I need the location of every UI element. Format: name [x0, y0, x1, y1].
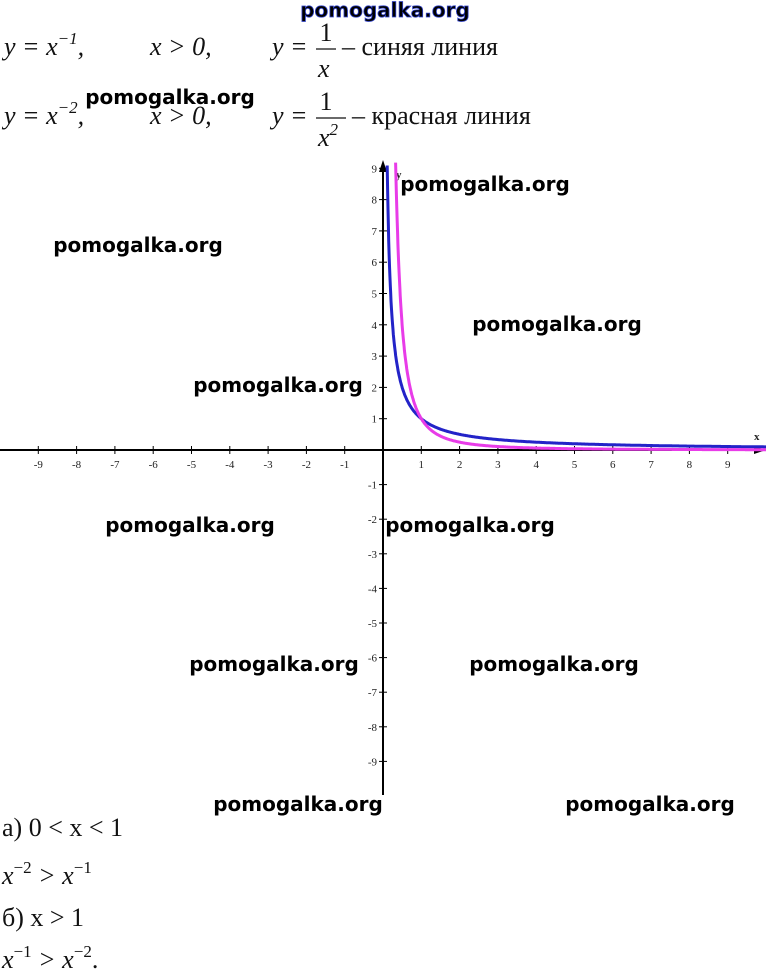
y-tick-label: 1	[372, 414, 378, 426]
text-part: а) 0 < x < 1	[2, 813, 123, 842]
watermark: pomogalka.org	[385, 513, 555, 537]
y-tick-label: -7	[368, 687, 378, 699]
superscript: −2	[14, 858, 32, 877]
y-tick-label: -9	[368, 756, 378, 768]
formula-condition: x > 0,	[149, 32, 212, 61]
x-tick-label: -2	[302, 459, 311, 471]
y-tick-label: -8	[368, 722, 378, 734]
y-tick-label: 8	[372, 195, 378, 207]
y-axis-label: y	[396, 169, 402, 181]
y-tick-label: -3	[368, 549, 378, 561]
x-tick-label: 9	[725, 459, 731, 471]
text-part: .	[92, 945, 99, 971]
formula-condition: x > 0,	[149, 101, 212, 130]
x-tick-label: 5	[572, 459, 578, 471]
text-part: x	[317, 123, 330, 152]
text-part: x	[317, 54, 330, 83]
answer-line: б) x > 1	[2, 903, 84, 932]
watermark: pomogalka.org	[469, 652, 639, 676]
text-part: y = x	[1, 101, 58, 130]
watermark: pomogalka.org	[193, 373, 363, 397]
y-tick-label: 9	[372, 163, 378, 175]
y-tick-label: -1	[368, 480, 377, 492]
x-tick-label: 7	[648, 459, 654, 471]
numerator: 1	[320, 87, 333, 116]
watermark: pomogalka.org	[400, 172, 570, 196]
x-tick-label: -8	[72, 459, 82, 471]
x-tick-label: 4	[533, 459, 539, 471]
x-tick-label: -4	[225, 459, 235, 471]
watermark: pomogalka.org	[189, 652, 359, 676]
x-tick-label: 2	[457, 459, 463, 471]
text-part: y = x	[1, 32, 58, 61]
formula-note: – красная линия	[351, 101, 531, 130]
watermark: pomogalka.org	[105, 513, 275, 537]
y-tick-label: 5	[372, 289, 378, 301]
watermark: pomogalka.org	[472, 312, 642, 336]
y-tick-label: -5	[368, 618, 378, 630]
formula-rhs: y =	[269, 101, 308, 130]
y-tick-label: 6	[372, 257, 378, 269]
x-tick-label: -9	[34, 459, 44, 471]
superscript: −2	[74, 942, 92, 961]
text-part: б) x > 1	[2, 903, 84, 932]
watermark: pomogalka.org	[213, 792, 383, 816]
superscript: −1	[14, 942, 32, 961]
text-part: x	[1, 861, 14, 890]
watermark: pomogalka.org	[300, 0, 470, 22]
text-part: > x	[32, 861, 75, 890]
answer-line: а) 0 < x < 1	[2, 813, 123, 842]
y-tick-label: 7	[372, 226, 378, 238]
y-tick-label: -2	[368, 514, 377, 526]
curve	[394, 162, 766, 452]
watermark: pomogalka.org	[85, 85, 255, 109]
formula-note: – синяя линия	[341, 32, 498, 61]
x-tick-label: 1	[419, 459, 425, 471]
watermark: pomogalka.org	[53, 233, 223, 257]
y-tick-label: 3	[372, 351, 378, 363]
x-axis-label: x	[754, 431, 760, 443]
y-tick-label: -6	[368, 653, 378, 665]
superscript: −2	[58, 98, 78, 117]
x-tick-label: -7	[110, 459, 120, 471]
answer-line: x−1 > x−2.	[1, 942, 98, 971]
denominator: x	[317, 54, 330, 83]
text-part: > x	[32, 945, 75, 971]
formula-lhs: y = x−1,	[1, 29, 84, 61]
x-tick-label: 8	[687, 459, 693, 471]
x-tick-label: -6	[149, 459, 159, 471]
x-tick-label: -5	[187, 459, 197, 471]
superscript: 2	[330, 120, 339, 139]
formula-lhs: y = x−2,	[1, 98, 84, 130]
y-tick-label: 4	[372, 320, 378, 332]
formula-rhs: y =	[269, 32, 308, 61]
denominator: x2	[317, 120, 339, 152]
watermark: pomogalka.org	[565, 792, 735, 816]
text-part: ,	[78, 101, 85, 130]
text-part: ,	[78, 32, 85, 61]
curve	[385, 165, 766, 449]
text-part: x	[1, 945, 14, 971]
y-axis-arrow	[379, 160, 387, 172]
x-tick-label: 6	[610, 459, 616, 471]
superscript: −1	[74, 858, 92, 877]
numerator: 1	[320, 18, 333, 47]
superscript: −1	[58, 29, 78, 48]
x-tick-label: 3	[495, 459, 501, 471]
y-tick-label: -4	[368, 583, 378, 595]
x-tick-label: -3	[264, 459, 274, 471]
y-tick-label: 2	[372, 382, 378, 394]
answer-line: x−2 > x−1	[1, 858, 92, 890]
x-tick-label: -1	[340, 459, 349, 471]
